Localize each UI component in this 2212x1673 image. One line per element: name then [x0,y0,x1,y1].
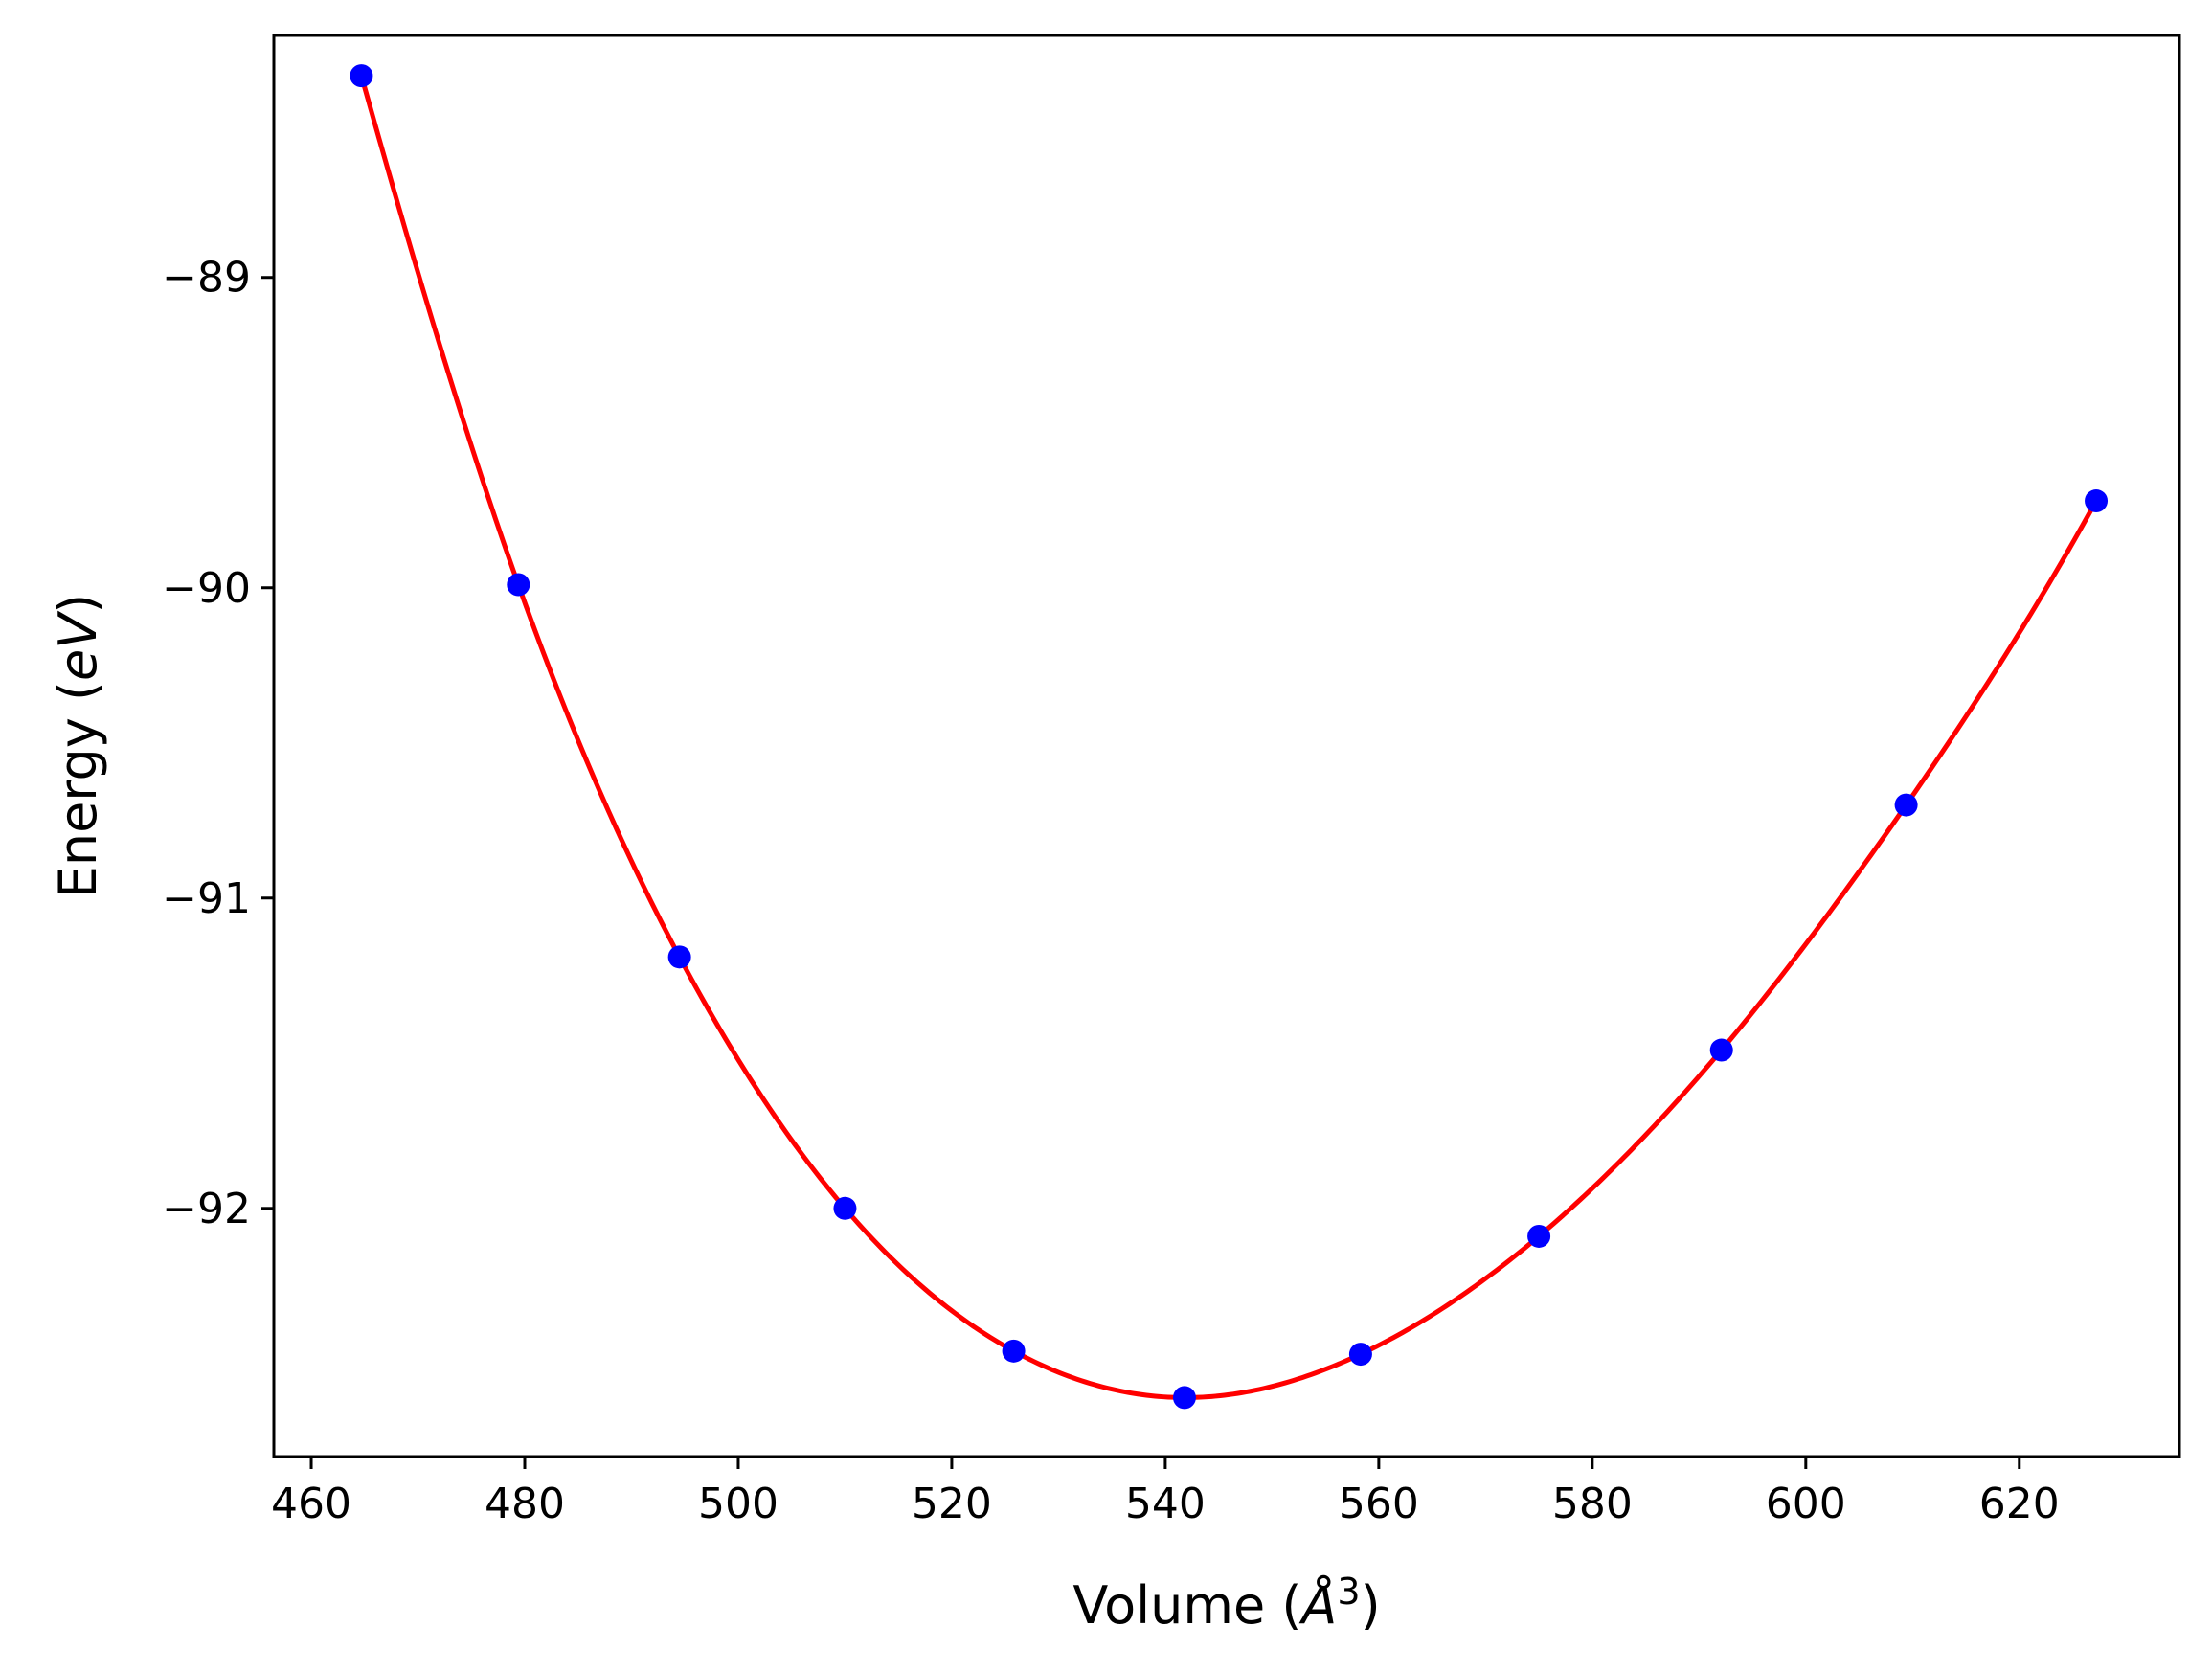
data-point [667,945,691,969]
y-tick-label: −90 [162,564,251,613]
x-tick-label: 560 [1339,1480,1419,1528]
data-point [1709,1038,1733,1062]
plot-area [350,64,2109,1410]
x-tick-label: 540 [1125,1480,1206,1528]
x-tick-label: 620 [1979,1480,2060,1528]
x-tick-label: 600 [1766,1480,1846,1528]
fit-curve [359,75,2099,1400]
data-point [350,64,373,88]
data-point [507,573,530,597]
y-tick-label: −92 [162,1185,251,1233]
data-point [1002,1339,1026,1363]
x-axis-ticks: 460 480 500 520 540 560 580 600 620 [271,1457,2060,1528]
y-tick-label: −89 [162,254,251,303]
data-points [350,64,2109,1410]
x-tick-label: 500 [698,1480,779,1528]
data-point [1527,1224,1551,1248]
data-point [1894,793,1918,817]
data-point [833,1196,857,1220]
y-axis-label: Energy (eV) [48,594,108,899]
y-axis-ticks: −89 −90 −91 −92 [162,254,274,1233]
x-tick-label: 480 [485,1480,565,1528]
y-tick-label: −91 [162,874,251,923]
data-point [1172,1386,1196,1410]
axes-frame [272,34,2181,1458]
x-tick-label: 520 [912,1480,992,1528]
x-tick-label: 460 [271,1480,351,1528]
x-tick-label: 580 [1552,1480,1633,1528]
x-axis-label: Volume (Å3) [1072,1571,1380,1636]
data-point [1348,1343,1372,1367]
data-point [2085,489,2109,513]
